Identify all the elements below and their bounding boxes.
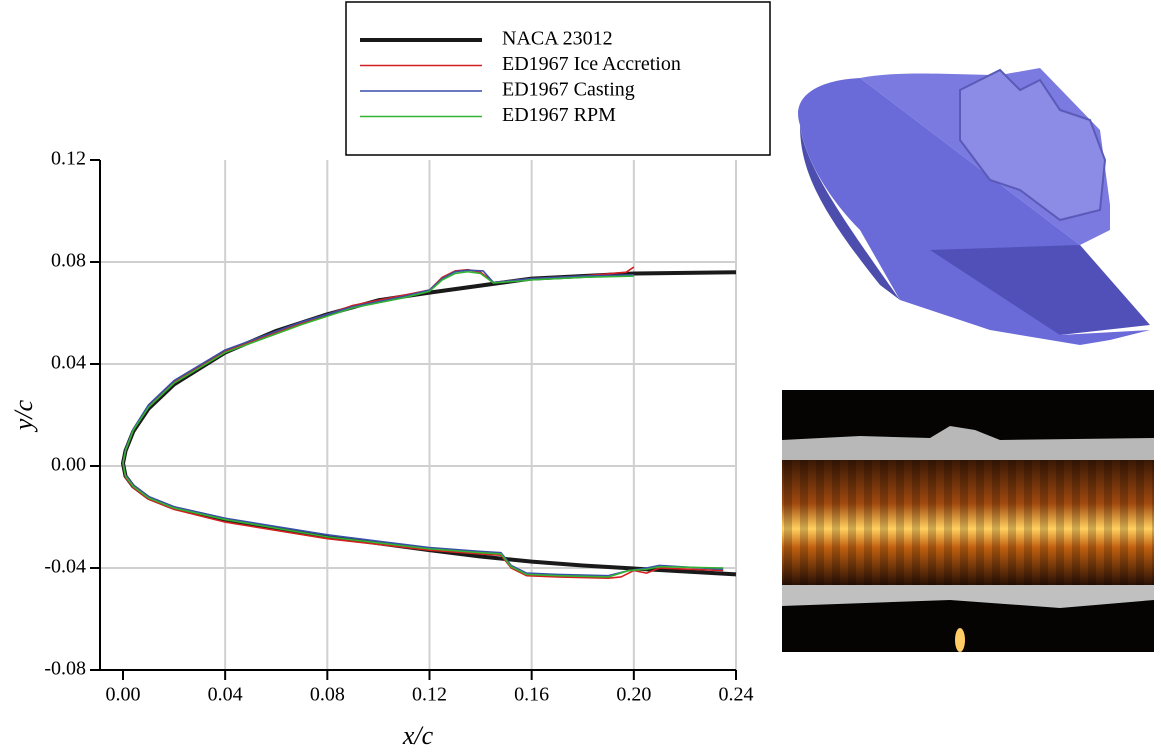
y-tick-label: 0.08 <box>51 250 86 272</box>
x-tick-label: 0.00 <box>105 684 140 706</box>
x-tick-label: 0.04 <box>208 684 243 706</box>
y-tick-label: -0.04 <box>44 556 86 578</box>
legend-label: ED1967 RPM <box>502 104 616 126</box>
legend-label: ED1967 Ice Accretion <box>502 53 681 75</box>
y-tick-label: -0.08 <box>44 658 86 680</box>
x-tick-label: 0.08 <box>310 684 345 706</box>
wing-render <box>798 68 1150 345</box>
x-tick-label: 0.12 <box>412 684 447 706</box>
ice-photo <box>782 390 1154 652</box>
x-axis-title: x/c <box>402 721 434 750</box>
x-tick-label: 0.16 <box>514 684 549 706</box>
legend-label: NACA 23012 <box>502 28 613 50</box>
legend-label: ED1967 Casting <box>502 79 635 101</box>
plot: 0.00 0.04 0.08 0.12 0.16 0.20 0.24 -0.08 -0.04 0.… <box>44 148 753 706</box>
y-tick-label: 0.00 <box>51 454 86 476</box>
series-line <box>122 270 724 578</box>
y-tick-label: 0.04 <box>51 352 86 374</box>
x-tick-label: 0.20 <box>616 684 651 706</box>
legend-box <box>345 1 771 156</box>
y-axis-title: y/c <box>9 399 38 433</box>
y-tick-label: 0.12 <box>51 148 86 170</box>
legend: NACA 23012 ED1967 Ice Accretion ED1967 Cas… <box>360 28 681 126</box>
x-tick-label: 0.24 <box>719 684 754 706</box>
